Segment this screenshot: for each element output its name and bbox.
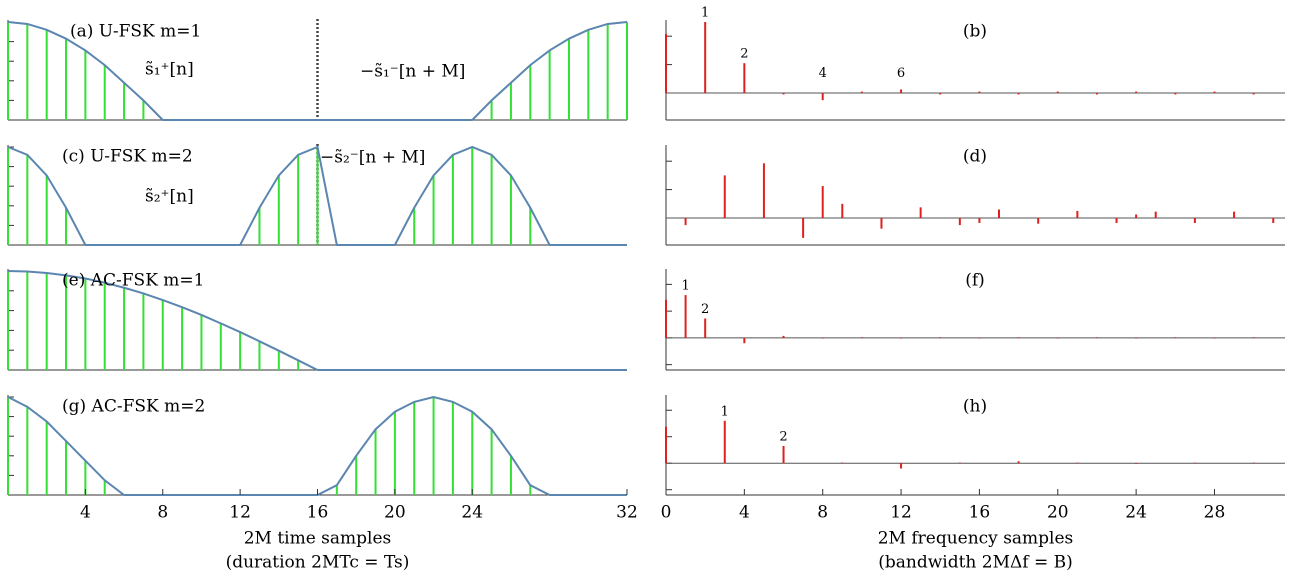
panel-title: (g) AC-FSK m=2 <box>62 397 205 417</box>
peak-label: 6 <box>897 66 905 81</box>
envelope <box>7 270 627 371</box>
x-tick-label: 12 <box>890 503 912 523</box>
peak-label: 2 <box>740 47 748 62</box>
x-axis-label: (duration 2MTc = Ts) <box>226 553 410 573</box>
x-tick-label: 0 <box>661 503 672 523</box>
panel-title: (c) U-FSK m=2 <box>62 147 193 167</box>
x-tick-label: 4 <box>80 503 91 523</box>
peak-label: 1 <box>681 279 689 294</box>
x-axis-label: (bandwidth 2MΔf = B) <box>878 553 1073 573</box>
panel-title: (f) <box>965 271 985 291</box>
peak-label: 2 <box>701 302 709 317</box>
panel-title: (b) <box>963 22 987 42</box>
x-tick-label: 8 <box>817 503 828 523</box>
x-tick-label: 32 <box>616 503 638 523</box>
x-tick-label: 8 <box>157 503 168 523</box>
peak-label: 2 <box>779 430 787 445</box>
panel-title: (e) AC-FSK m=1 <box>62 271 204 291</box>
annotation: −s̃₁⁻[n + M] <box>360 62 465 82</box>
x-tick-label: 16 <box>307 503 329 523</box>
panel-title: (h) <box>963 397 987 417</box>
x-tick-label: 20 <box>384 503 406 523</box>
x-tick-label: 16 <box>969 503 991 523</box>
x-tick-label: 28 <box>1204 503 1226 523</box>
panel-title: (d) <box>963 147 987 167</box>
x-tick-label: 4 <box>739 503 750 523</box>
envelope <box>7 145 627 246</box>
peak-label: 1 <box>721 404 729 419</box>
x-tick-label: 20 <box>1047 503 1069 523</box>
annotation: s̃₁⁺[n] <box>145 60 194 80</box>
x-axis-label: 2M time samples <box>244 529 392 549</box>
panel-title: (a) U-FSK m=1 <box>70 22 201 42</box>
x-tick-label: 24 <box>461 503 483 523</box>
envelope <box>7 21 628 121</box>
x-axis-label: 2M frequency samples <box>878 529 1074 549</box>
x-tick-label: 12 <box>229 503 251 523</box>
peak-label: 4 <box>819 66 827 81</box>
x-tick-label: 24 <box>1125 503 1147 523</box>
annotation: −s̃₂⁻[n + M] <box>320 148 425 168</box>
peak-label: 1 <box>701 6 709 21</box>
annotation: s̃₂⁺[n] <box>145 187 194 207</box>
